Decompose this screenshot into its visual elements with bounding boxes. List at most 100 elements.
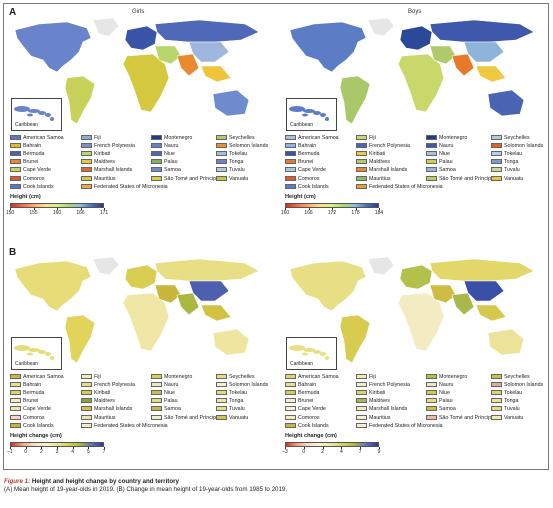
legend-item: French Polynesia: [356, 143, 410, 149]
legend-item: Samoa: [426, 406, 456, 412]
world-map-b-girls: [14, 256, 260, 364]
figure-caption: Figure 1: Height and height change by co…: [4, 478, 287, 494]
island: [320, 352, 326, 356]
legend-item: Tuvalu: [491, 406, 520, 412]
legend-label: Comoros: [298, 414, 320, 421]
island: [289, 345, 305, 351]
legend-label: Fiji: [369, 135, 376, 141]
legend-swatch: [81, 406, 92, 412]
island: [45, 113, 51, 117]
scale-tickmark: [322, 446, 324, 449]
legend-swatch: [216, 143, 227, 149]
legend-item: Cape Verde: [10, 406, 51, 412]
legend-label: Mauritius: [94, 414, 116, 421]
legend-item: Solomon Islands: [216, 382, 268, 388]
legend-swatch: [216, 167, 227, 173]
legend-label: French Polynesia: [369, 382, 410, 389]
legend-swatch: [356, 159, 367, 165]
legend-item: Montenegro: [426, 374, 467, 380]
region-east-asia: [463, 280, 505, 302]
figure-label: Figure 1:: [4, 478, 31, 485]
legend-item: Vanuatu: [216, 414, 248, 421]
legend-label: Bermuda: [298, 151, 320, 158]
legend-label: Montenegro: [439, 135, 468, 141]
legend-swatch: [151, 159, 162, 165]
legend-label: Tokelau: [504, 151, 523, 158]
island: [303, 348, 315, 352]
caribbean-inset: Caribbean: [11, 98, 62, 131]
legend-swatch: [81, 374, 92, 379]
legend-label: Tuvalu: [504, 167, 520, 174]
island: [313, 350, 321, 354]
legend-label: Nauru: [439, 143, 454, 150]
scale-tick-label: 160: [280, 209, 290, 216]
scale-tickmark: [285, 207, 286, 210]
legend-item: Seychelles: [491, 135, 530, 141]
legend-item: Tokelau: [216, 151, 247, 157]
legend-label: Brunei: [298, 159, 314, 166]
legend-label: Tonga: [504, 159, 519, 166]
legend-swatch: [491, 390, 502, 396]
figure-frame: [3, 3, 549, 470]
island: [28, 109, 40, 113]
legend-item: French Polynesia: [81, 143, 135, 149]
legend-item: Fiji: [81, 374, 101, 380]
scale-tickmark: [25, 446, 27, 449]
legend-item: Marshall Islands: [356, 406, 407, 412]
legend-label: Samoa: [439, 406, 456, 413]
scale-tick-label: 171: [99, 209, 109, 216]
region-middle-east: [429, 45, 457, 65]
legend-swatch: [356, 374, 367, 379]
caribbean-islands: [14, 106, 54, 121]
legend-swatch: [10, 374, 21, 379]
legend-swatch: [356, 398, 367, 404]
legend-label: Samoa: [164, 167, 181, 174]
legend-swatch: [285, 382, 296, 388]
scale-tick-label: 0: [302, 448, 306, 455]
legend-item: Nauru: [426, 382, 453, 388]
legend-swatch: [426, 167, 437, 173]
legend-item: Nauru: [151, 143, 178, 149]
figure-title: Height and height change by country and …: [30, 478, 180, 485]
legend-swatch: [285, 167, 296, 173]
region-greenland: [92, 256, 120, 276]
legend-label: Kiribati: [369, 390, 386, 397]
scale-tickmark: [57, 207, 58, 210]
legend-swatch: [216, 390, 227, 396]
region-europe: [399, 264, 433, 290]
legend-swatch: [285, 374, 296, 379]
legend-label: Cape Verde: [23, 167, 51, 174]
region-middle-east: [429, 284, 457, 304]
scale-tick-label: –1: [7, 448, 13, 455]
legend-swatch: [426, 390, 437, 396]
legend-label: Seychelles: [229, 374, 255, 380]
legend-item: Mauritius: [81, 414, 116, 421]
scale-tickmark: [41, 446, 42, 449]
legend-item: American Samoa: [285, 374, 339, 380]
scale-tick-label: 160: [52, 209, 62, 216]
legend-label: Solomon Islands: [229, 143, 269, 150]
region-south-asia: [451, 292, 475, 316]
legend-item: Bermuda: [10, 390, 45, 396]
legend-swatch: [216, 414, 227, 420]
legend-item: Brunei: [285, 398, 313, 404]
scale-tick-label: 2: [39, 448, 43, 455]
legend-swatch: [285, 414, 296, 420]
legend-swatch: [10, 143, 21, 149]
region-se-asia: [200, 65, 232, 83]
region-south-asia: [176, 292, 200, 316]
legend-label: Kiribati: [369, 151, 386, 158]
legend-swatch: [10, 167, 21, 173]
legend-label: São Tomé and Príncipe: [164, 414, 219, 421]
legend-label: Fiji: [94, 374, 101, 380]
panel-b-label: B: [9, 247, 17, 258]
island: [302, 352, 308, 356]
region-east-asia: [463, 41, 505, 63]
legend-label: Fiji: [369, 374, 376, 380]
region-south-america: [339, 314, 371, 364]
legend-item: Seychelles: [216, 135, 255, 141]
legend-label: Tuvalu: [229, 167, 245, 174]
legend-item: Niue: [426, 390, 450, 396]
legend-label: American Samoa: [298, 135, 339, 141]
legend-label: Kiribati: [94, 390, 111, 397]
